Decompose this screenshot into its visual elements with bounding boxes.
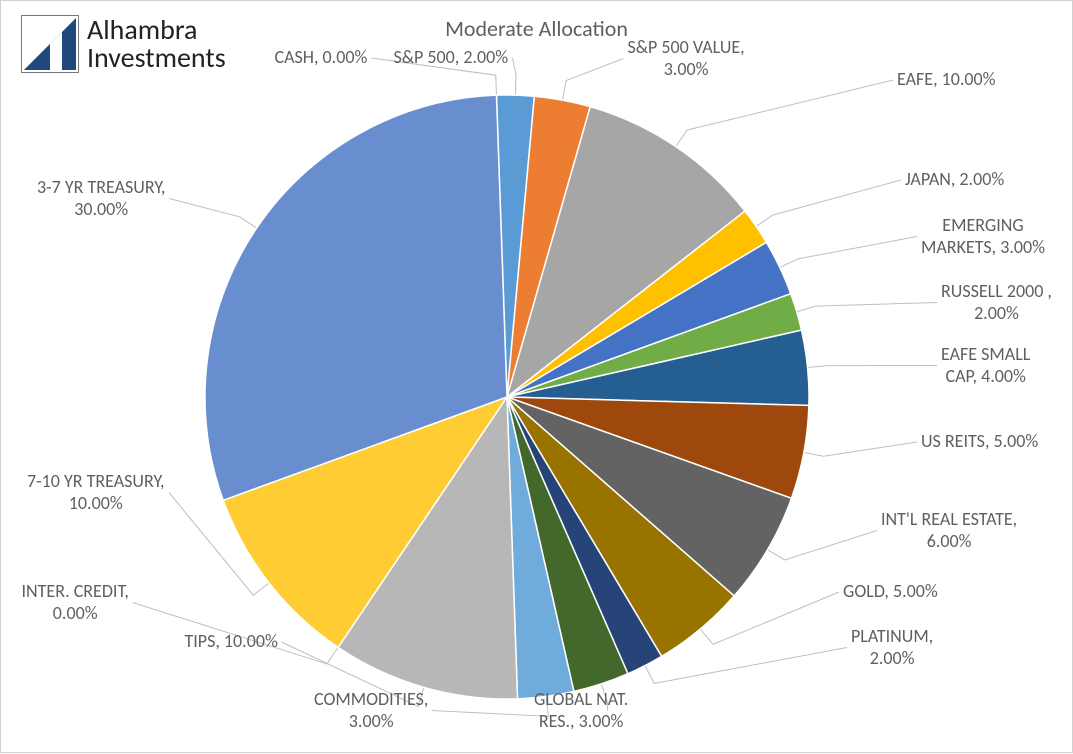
leader-line [804, 442, 917, 456]
leader-line [645, 648, 847, 684]
leader-line [676, 80, 893, 147]
leader-line [513, 58, 516, 95]
chart-container: Alhambra Investments Moderate Allocation… [0, 0, 1073, 753]
leader-line [372, 58, 497, 95]
leader-line [169, 199, 257, 229]
leader-line [563, 59, 624, 101]
leader-line [797, 303, 937, 312]
leader-line [780, 237, 917, 268]
pie-chart [1, 1, 1073, 754]
leader-line [808, 366, 937, 368]
leader-line [767, 531, 877, 560]
leader-line [601, 684, 607, 711]
leader-line [432, 696, 548, 716]
leader-line [756, 180, 901, 226]
